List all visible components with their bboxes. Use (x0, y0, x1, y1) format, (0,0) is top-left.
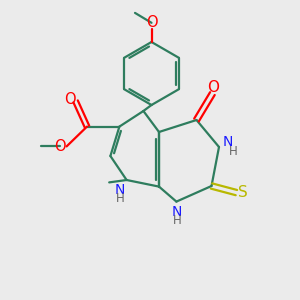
Text: N: N (223, 136, 233, 149)
Text: N: N (172, 205, 182, 219)
Text: O: O (146, 15, 157, 30)
Text: N: N (115, 184, 125, 197)
Text: O: O (64, 92, 75, 106)
Text: H: H (172, 214, 182, 227)
Text: O: O (54, 139, 65, 154)
Text: H: H (116, 192, 124, 206)
Text: O: O (207, 80, 219, 95)
Text: H: H (229, 145, 238, 158)
Text: S: S (238, 185, 248, 200)
